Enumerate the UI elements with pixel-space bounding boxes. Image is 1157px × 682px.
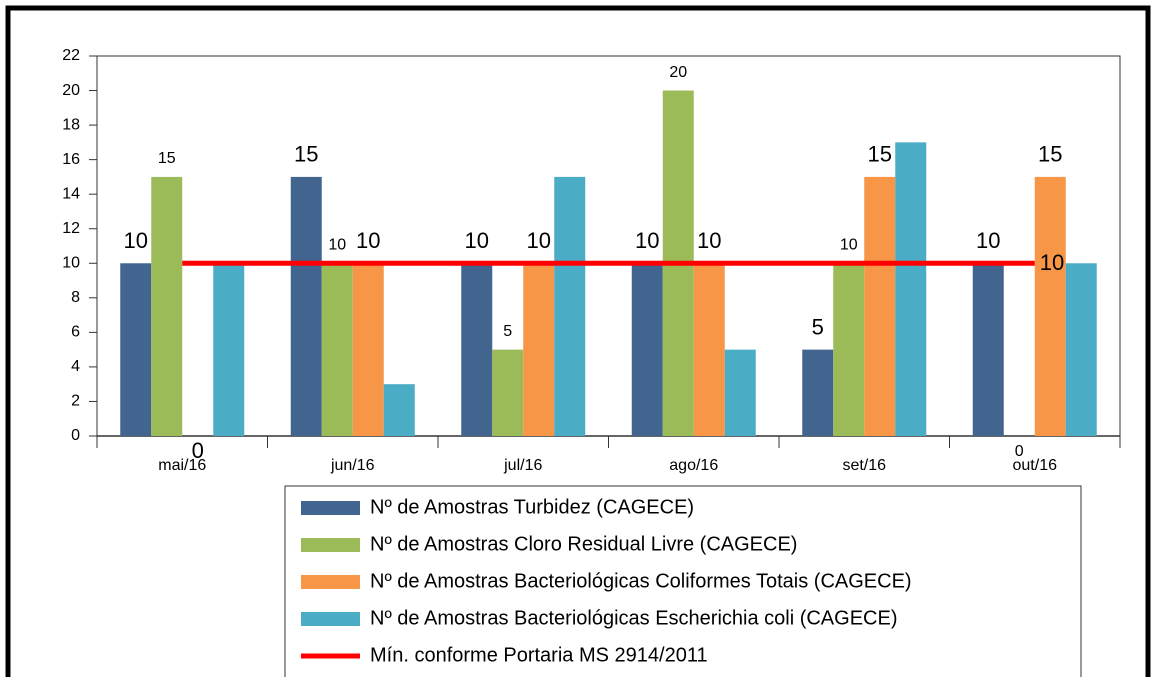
y-tick-label: 2	[71, 393, 80, 410]
data-label: 10	[1040, 250, 1064, 275]
y-tick-label: 10	[62, 254, 80, 271]
y-tick-label: 0	[71, 427, 80, 444]
bar	[895, 142, 927, 436]
legend-swatch	[301, 653, 360, 659]
data-label: 10	[697, 228, 721, 253]
x-tick-label: jul/16	[503, 457, 542, 474]
legend-label: Nº de Amostras Bacteriológicas Escherich…	[370, 607, 898, 629]
data-label: 10	[465, 228, 489, 253]
data-label: 20	[669, 64, 687, 81]
data-label: 10	[527, 228, 551, 253]
bar	[383, 384, 415, 436]
bar	[1065, 263, 1097, 436]
legend-swatch	[301, 538, 360, 552]
bar	[321, 263, 353, 436]
bar	[1034, 176, 1066, 436]
bar	[864, 176, 896, 436]
y-tick-label: 6	[71, 324, 80, 341]
bar	[151, 176, 183, 436]
data-label: 15	[158, 150, 176, 167]
legend-swatch	[301, 501, 360, 515]
y-tick-label: 8	[71, 289, 80, 306]
x-tick-label: mai/16	[158, 457, 206, 474]
y-tick-label: 4	[71, 358, 80, 375]
bar	[554, 176, 586, 436]
legend-swatch	[301, 612, 360, 626]
bar	[693, 263, 725, 436]
bar	[492, 349, 524, 436]
x-tick-label: jun/16	[330, 457, 375, 474]
data-label: 5	[812, 314, 824, 339]
legend-swatch	[301, 575, 360, 589]
data-label: 10	[976, 228, 1000, 253]
legend-label: Nº de Amostras Bacteriológicas Coliforme…	[370, 570, 912, 592]
data-label: 10	[328, 236, 346, 253]
bar	[523, 263, 555, 436]
y-tick-label: 20	[62, 82, 80, 99]
bar	[461, 263, 493, 436]
data-label: 15	[1038, 142, 1062, 167]
data-label: 10	[124, 228, 148, 253]
bar	[631, 263, 663, 436]
bar	[724, 349, 756, 436]
data-label: 15	[294, 142, 318, 167]
data-label: 15	[868, 142, 892, 167]
y-tick-label: 22	[62, 47, 80, 64]
bar	[802, 349, 834, 436]
bar	[352, 263, 384, 436]
bar	[213, 263, 245, 436]
legend	[284, 485, 1082, 682]
y-tick-label: 12	[62, 220, 80, 237]
bar	[290, 176, 322, 436]
data-label: 0	[1015, 443, 1024, 460]
data-label: 10	[840, 236, 858, 253]
y-tick-label: 14	[62, 185, 80, 202]
bar	[972, 263, 1004, 436]
data-label: 5	[503, 323, 512, 340]
x-tick-label: out/16	[1013, 457, 1058, 474]
data-label: 10	[635, 228, 659, 253]
legend-label: Mín. conforme Portaria MS 2914/2011	[370, 644, 708, 666]
bar	[833, 263, 865, 436]
legend-label: Nº de Amostras Turbidez (CAGECE)	[370, 496, 694, 518]
y-tick-label: 16	[62, 151, 80, 168]
x-tick-label: ago/16	[669, 457, 718, 474]
data-label: 0	[192, 438, 204, 463]
legend-label: Nº de Amostras Cloro Residual Livre (CAG…	[370, 533, 797, 555]
y-tick-label: 18	[62, 116, 80, 133]
x-tick-label: set/16	[842, 457, 886, 474]
bar	[120, 263, 152, 436]
data-label: 10	[356, 228, 380, 253]
